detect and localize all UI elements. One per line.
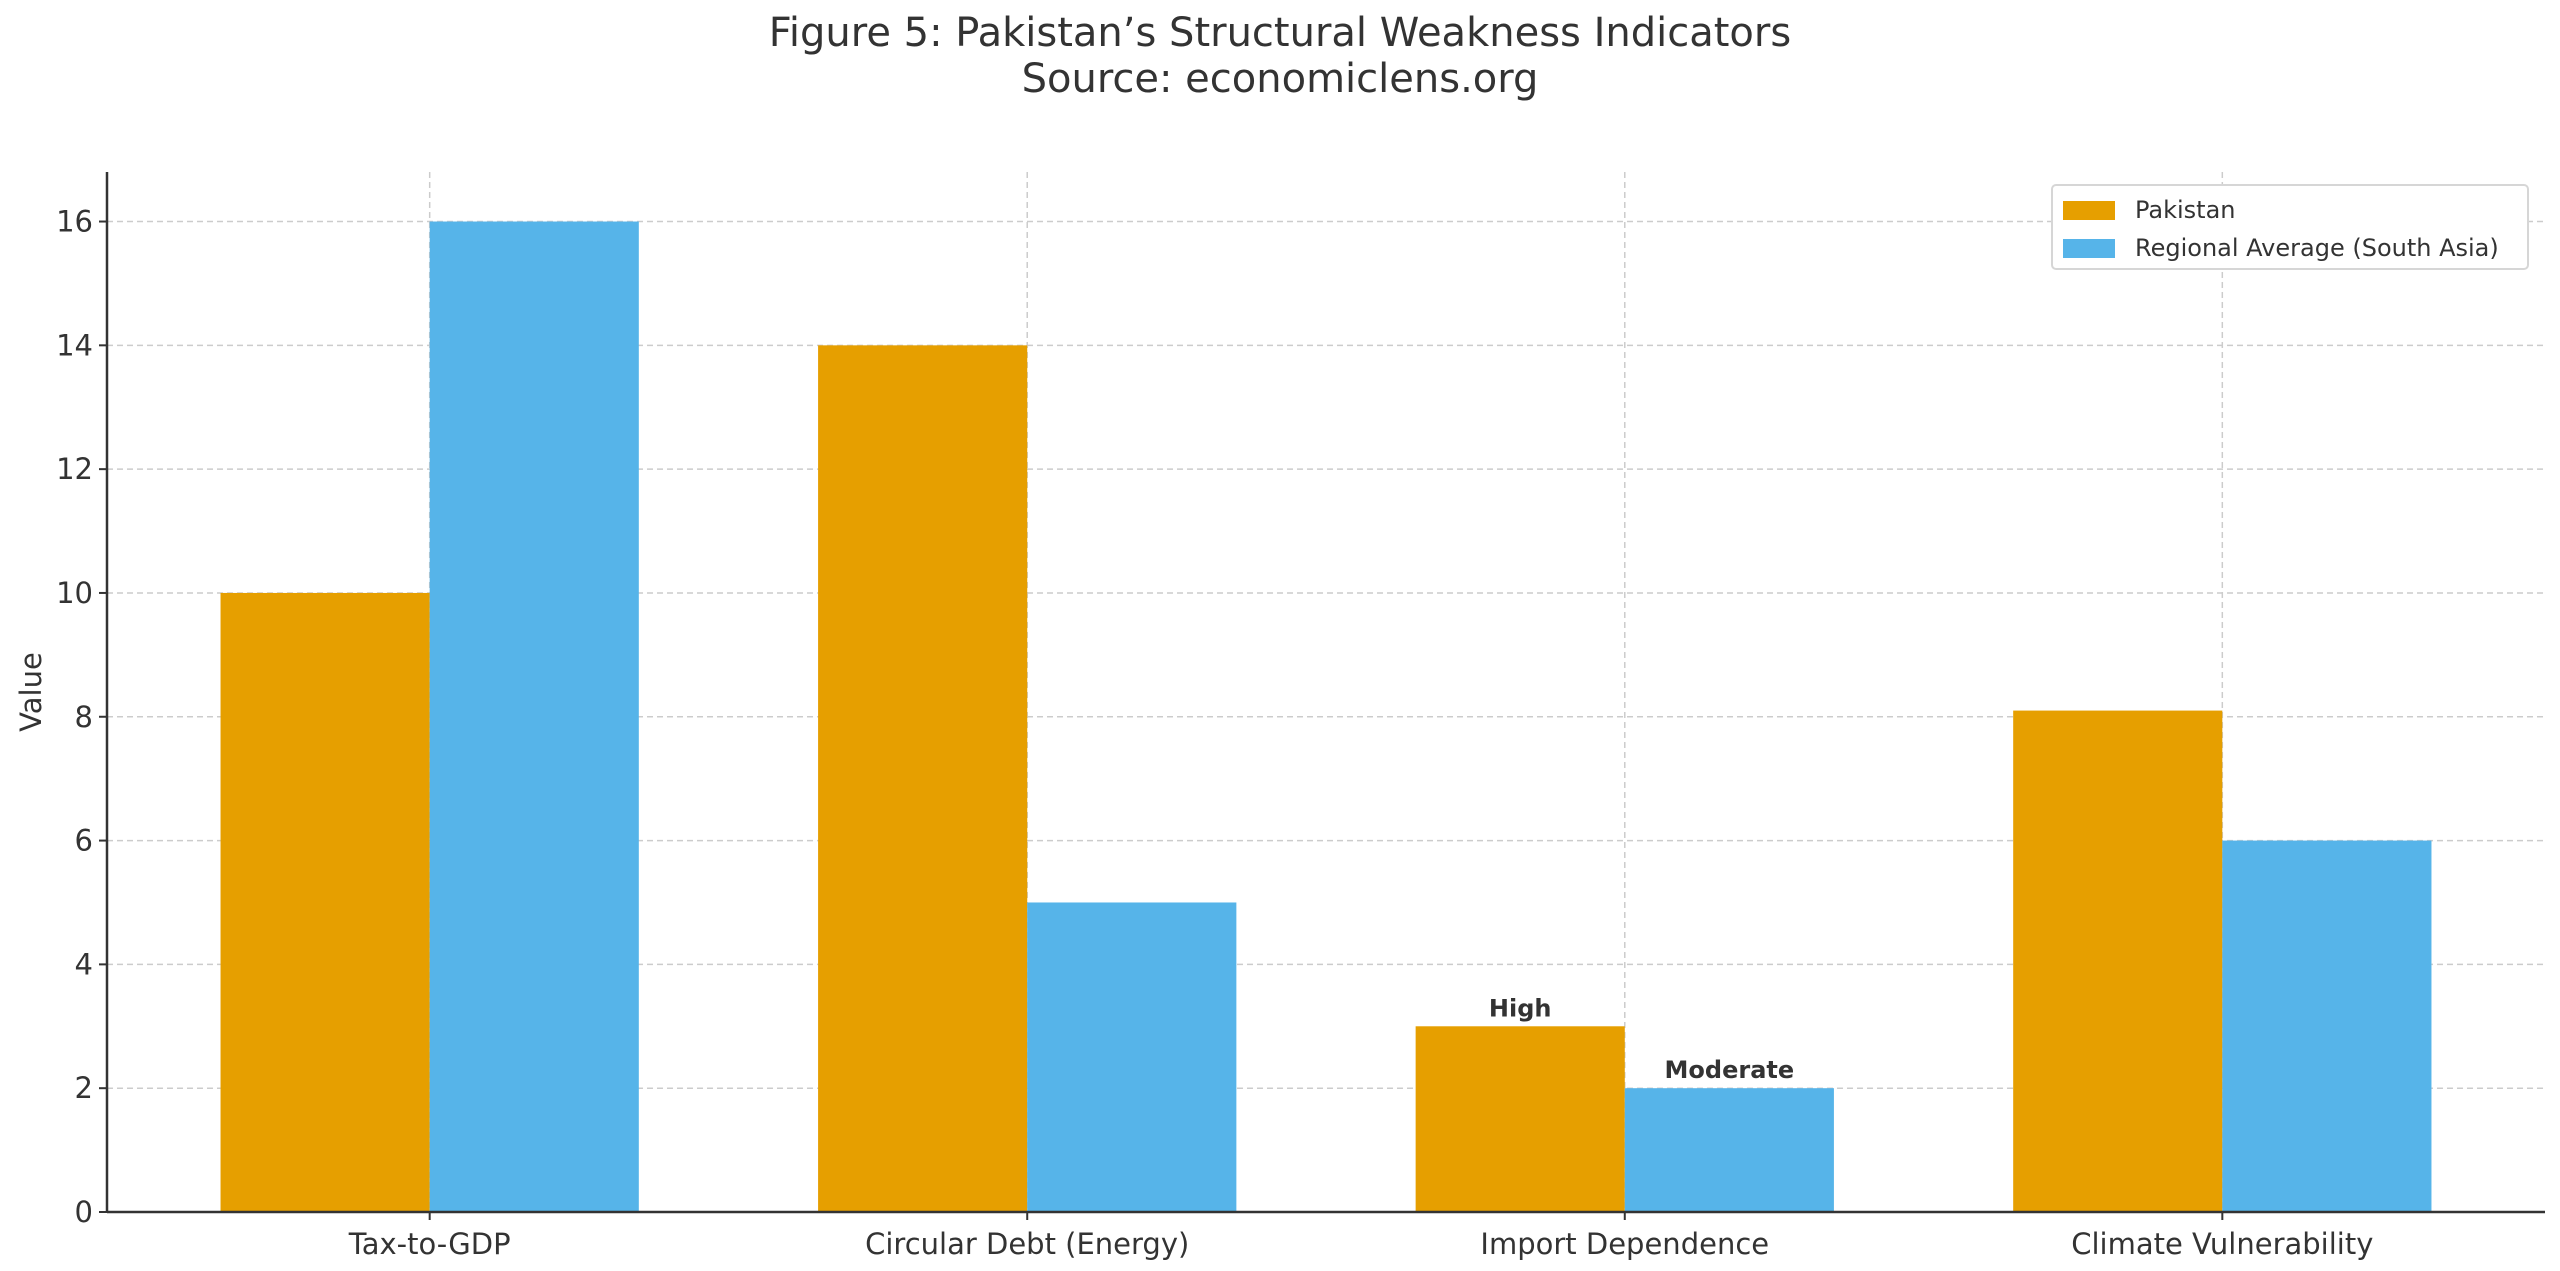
y-tick-label: 14 <box>56 328 93 362</box>
x-tick-label: Climate Vulnerability <box>2071 1227 2373 1261</box>
bar-regional-average <box>2222 840 2432 1212</box>
legend-label-regional-average: Regional Average (South Asia) <box>2135 234 2499 262</box>
x-tick-label: Tax-to-GDP <box>348 1227 511 1261</box>
bar-pakistan <box>818 345 1028 1212</box>
y-tick-label: 8 <box>75 700 93 734</box>
y-tick-label: 12 <box>56 452 93 486</box>
y-axis-label: Value <box>14 652 48 732</box>
data-label: High <box>1489 994 1552 1022</box>
x-tick-label: Import Dependence <box>1480 1227 1769 1261</box>
y-tick-label: 0 <box>75 1195 93 1229</box>
y-tick-label: 2 <box>75 1071 93 1105</box>
y-tick-label: 10 <box>56 576 93 610</box>
legend-swatch-pakistan <box>2063 200 2115 220</box>
y-tick-label: 4 <box>75 947 93 981</box>
bar-pakistan <box>1415 1026 1625 1212</box>
bar-regional-average <box>429 221 639 1212</box>
legend-swatch-regional-average <box>2063 238 2115 258</box>
y-tick-label: 6 <box>75 824 93 858</box>
bar-regional-average <box>1027 902 1237 1212</box>
legend: Pakistan Regional Average (South Asia) <box>2051 184 2529 270</box>
chart-subtitle: Source: economiclens.org <box>1021 56 1539 102</box>
legend-item-pakistan: Pakistan <box>2063 195 2236 225</box>
legend-label-pakistan: Pakistan <box>2135 196 2236 224</box>
x-tick-label: Circular Debt (Energy) <box>865 1227 1189 1261</box>
bar-pakistan <box>220 592 430 1212</box>
bar-regional-average <box>1624 1088 1834 1212</box>
y-tick-label: 16 <box>56 205 93 239</box>
bar-pakistan <box>2013 710 2223 1212</box>
chart-title: Figure 5: Pakistan’s Structural Weakness… <box>768 10 1792 56</box>
data-label: Moderate <box>1665 1056 1795 1084</box>
legend-item-regional-average: Regional Average (South Asia) <box>2063 233 2499 263</box>
